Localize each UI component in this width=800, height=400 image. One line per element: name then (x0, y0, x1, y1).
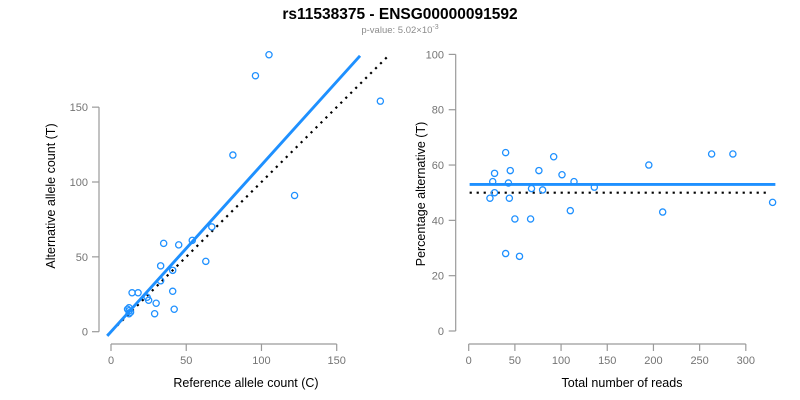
data-point (125, 309, 133, 318)
data-point (506, 166, 515, 175)
x-tick-label: 250 (690, 355, 708, 367)
y-tick-label: 0 (438, 326, 444, 338)
data-point (535, 166, 543, 175)
data-point (174, 241, 183, 249)
data-point (645, 161, 653, 169)
x-tick-label: 100 (252, 355, 270, 367)
data-point (202, 257, 210, 266)
data-point (768, 198, 777, 207)
data-point (538, 186, 547, 194)
x-tick-label: 200 (644, 355, 662, 367)
x-tick-label: 0 (108, 355, 114, 367)
data-point (150, 309, 159, 318)
data-point (558, 170, 566, 179)
x-tick-label: 150 (328, 355, 346, 367)
pvalue-exponent: -3 (432, 23, 439, 31)
data-point (504, 179, 513, 187)
data-point (729, 150, 737, 158)
y-tick-label: 50 (76, 252, 88, 264)
data-point (134, 289, 142, 297)
regression-line (106, 54, 362, 337)
data-point (570, 177, 578, 186)
y-tick-label: 80 (432, 105, 444, 117)
pvalue-text: p-value: 5.02×10 (361, 25, 433, 36)
data-point (156, 262, 165, 270)
data-point (515, 252, 524, 261)
percentage-vs-reads-scatter: 0 50 100 150 200 250 300 0 20 40 60 80 100 Total numb… (414, 49, 777, 390)
data-point (126, 308, 135, 316)
y-axis-label: Percentage alternative (T) (414, 122, 428, 267)
data-point (501, 148, 510, 157)
data-point (527, 184, 536, 193)
data-point (265, 51, 273, 59)
allele-count-scatter: 0 50 100 150 0 50 100 150 Reference allele count… (44, 51, 390, 390)
x-tick-label: 50 (180, 355, 192, 367)
y-axis-label: Alternative allele count (T) (44, 123, 58, 268)
x-tick-label: 150 (598, 355, 616, 367)
y-tick-label: 20 (432, 271, 444, 283)
x-tick-label: 300 (737, 355, 755, 367)
data-point (376, 97, 385, 105)
data-point (490, 169, 499, 178)
data-point (658, 208, 667, 216)
data-point (168, 266, 177, 275)
data-point (526, 215, 535, 223)
data-point (505, 194, 514, 202)
data-point (566, 206, 575, 215)
data-point (707, 150, 716, 158)
data-point (170, 305, 178, 313)
data-point (511, 215, 519, 223)
data-point (486, 194, 494, 202)
data-point (501, 249, 510, 258)
identity-line (106, 54, 390, 337)
data-point (152, 299, 160, 308)
data-point (251, 71, 260, 80)
data-point (168, 287, 177, 296)
x-tick-label: 50 (509, 355, 521, 367)
x-axis-label: Total number of reads (562, 376, 683, 390)
y-tick-label: 0 (82, 327, 88, 339)
y-tick-label: 100 (70, 177, 88, 189)
x-axis-label: Reference allele count (C) (173, 376, 318, 390)
x-tick-label: 0 (466, 355, 472, 367)
data-point (488, 177, 497, 186)
y-tick-label: 60 (432, 160, 444, 172)
y-tick-label: 100 (426, 49, 444, 61)
data-point (490, 188, 499, 197)
data-point (125, 306, 133, 315)
data-point (144, 296, 153, 305)
data-point (208, 223, 216, 231)
data-point (156, 277, 165, 285)
plot-title: rs11538375 - ENSG00000091592 (282, 6, 518, 23)
x-tick-label: 100 (552, 355, 570, 367)
y-tick-label: 40 (432, 215, 444, 227)
y-tick-label: 150 (70, 102, 88, 114)
data-point (549, 152, 558, 161)
data-point (188, 236, 197, 245)
data-point (290, 191, 299, 200)
data-point (128, 289, 136, 297)
data-point (590, 183, 599, 191)
data-point (229, 151, 237, 159)
plot-subtitle: p-value: 5.02×10-3 (0, 23, 800, 36)
data-point (159, 239, 168, 248)
